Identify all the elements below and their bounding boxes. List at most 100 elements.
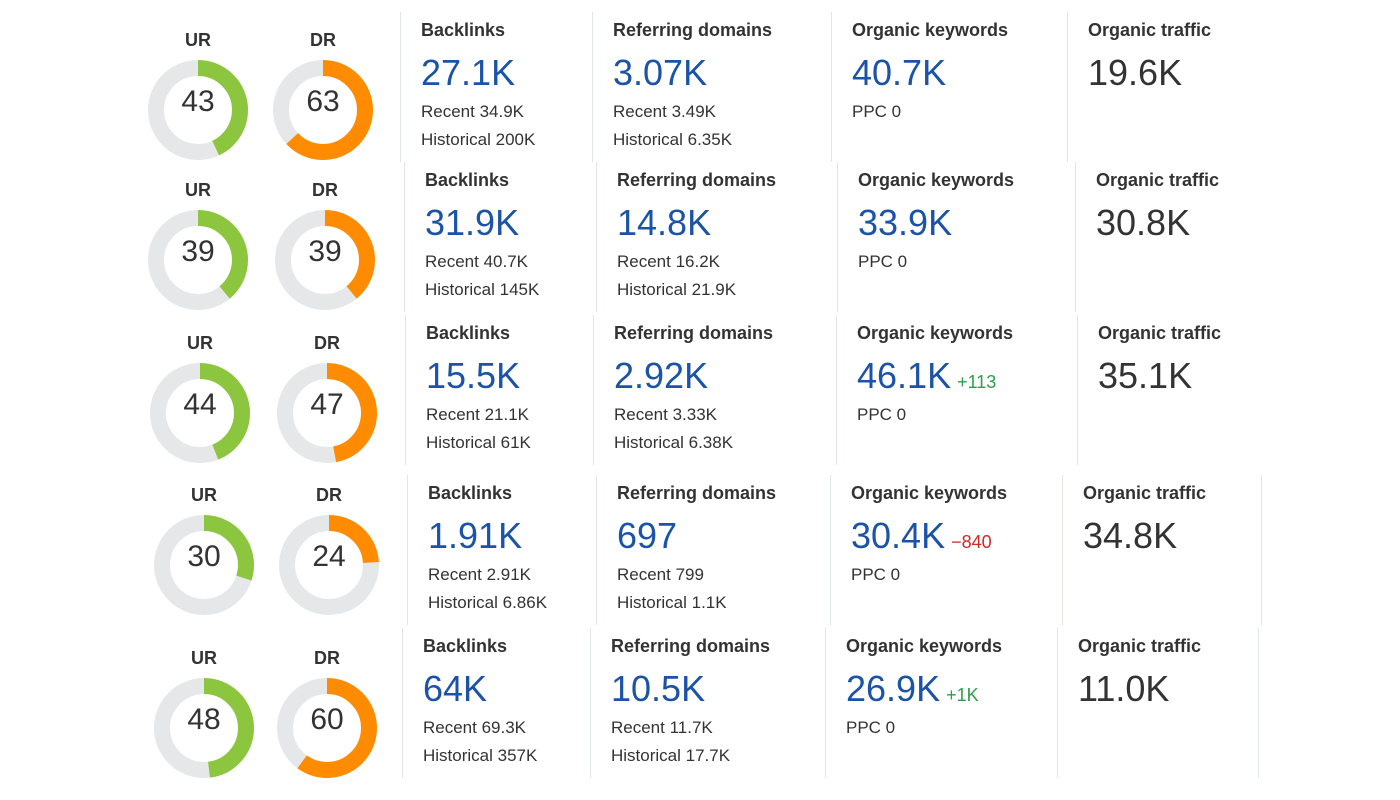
- dr-label: DR: [310, 30, 336, 50]
- organic-keywords-cell: Organic keywords 46.1K +113 PPC 0: [836, 315, 1076, 465]
- organic-keywords-title: Organic keywords: [846, 636, 1003, 656]
- ur-label: UR: [185, 30, 211, 50]
- referring-domains-value[interactable]: 697: [617, 515, 678, 556]
- organic-traffic-value[interactable]: 35.1K: [1098, 355, 1193, 396]
- ur-label: UR: [187, 333, 213, 353]
- ur-value: 44: [183, 388, 217, 421]
- backlinks-value[interactable]: 64K: [423, 668, 488, 709]
- dr-value: 24: [312, 540, 346, 573]
- ur-gauge: UR 43: [146, 30, 256, 170]
- ur-value: 43: [181, 85, 215, 118]
- organic-keywords-value-wrap: 30.4K −840: [851, 515, 992, 557]
- backlinks-value[interactable]: 31.9K: [425, 202, 520, 243]
- organic-keywords-ppc: PPC 0: [851, 565, 901, 584]
- organic-keywords-title: Organic keywords: [852, 20, 1009, 40]
- backlinks-title: Backlinks: [425, 170, 510, 190]
- backlinks-value[interactable]: 27.1K: [421, 52, 516, 93]
- organic-keywords-title: Organic keywords: [857, 323, 1014, 343]
- organic-keywords-value[interactable]: 26.9K: [846, 668, 941, 709]
- backlinks-value[interactable]: 1.91K: [428, 515, 523, 556]
- backlinks-recent: Recent 40.7K: [425, 252, 529, 271]
- backlinks-cell: Backlinks 31.9K Recent 40.7K Historical …: [404, 162, 594, 312]
- organic-keywords-value[interactable]: 46.1K: [857, 355, 952, 396]
- referring-domains-historical: Historical 6.35K: [613, 130, 733, 149]
- backlinks-recent: Recent 69.3K: [423, 718, 527, 737]
- referring-domains-recent: Recent 799: [617, 565, 704, 584]
- referring-domains-recent: Recent 11.7K: [611, 718, 713, 737]
- backlinks-value[interactable]: 15.5K: [426, 355, 521, 396]
- organic-traffic-value[interactable]: 30.8K: [1096, 202, 1191, 243]
- metrics-row-4: UR 30 DR 24 Backlinks 1.91K Recent 2.91K…: [0, 475, 1400, 637]
- organic-keywords-value[interactable]: 30.4K: [851, 515, 946, 556]
- backlinks-recent: Recent 34.9K: [421, 102, 525, 121]
- organic-traffic-cell: Organic traffic 35.1K: [1077, 315, 1257, 465]
- backlinks-title: Backlinks: [423, 636, 508, 656]
- referring-domains-value[interactable]: 2.92K: [614, 355, 709, 396]
- organic-keywords-delta: +1K: [946, 685, 979, 705]
- dr-value: 39: [308, 235, 342, 268]
- dr-value: 63: [306, 85, 340, 118]
- organic-traffic-cell: Organic traffic 11.0K: [1057, 628, 1259, 778]
- backlinks-cell: Backlinks 27.1K Recent 34.9K Historical …: [400, 12, 590, 162]
- organic-keywords-cell: Organic keywords 26.9K +1K PPC 0: [825, 628, 1057, 778]
- referring-domains-cell: Referring domains 14.8K Recent 16.2K His…: [596, 162, 836, 312]
- ur-gauge: UR 30: [152, 485, 262, 625]
- dr-gauge: DR 63: [271, 30, 381, 170]
- dr-ring: [273, 60, 373, 160]
- ur-gauge: UR 48: [152, 648, 262, 788]
- dr-ring: [277, 363, 377, 463]
- organic-keywords-ppc: PPC 0: [852, 102, 902, 121]
- referring-domains-title: Referring domains: [611, 636, 771, 656]
- organic-keywords-value-wrap: 26.9K +1K: [846, 668, 979, 710]
- backlinks-historical: Historical 145K: [425, 280, 540, 299]
- referring-domains-cell: Referring domains 3.07K Recent 3.49K His…: [592, 12, 828, 162]
- ur-label: UR: [191, 485, 217, 505]
- organic-keywords-value-wrap: 40.7K: [852, 52, 952, 94]
- backlinks-historical: Historical 61K: [426, 433, 531, 452]
- ur-value: 39: [181, 235, 215, 268]
- organic-keywords-value-wrap: 33.9K: [858, 202, 958, 244]
- referring-domains-cell: Referring domains 2.92K Recent 3.33K His…: [593, 315, 835, 465]
- organic-keywords-title: Organic keywords: [858, 170, 1015, 190]
- referring-domains-historical: Historical 17.7K: [611, 746, 731, 765]
- ur-label: UR: [185, 180, 211, 200]
- organic-traffic-cell: Organic traffic 30.8K: [1075, 162, 1255, 312]
- organic-keywords-cell: Organic keywords 40.7K PPC 0: [831, 12, 1067, 162]
- organic-traffic-value[interactable]: 34.8K: [1083, 515, 1178, 556]
- backlinks-historical: Historical 357K: [423, 746, 538, 765]
- backlinks-title: Backlinks: [426, 323, 511, 343]
- ur-value: 30: [187, 540, 221, 573]
- backlinks-recent: Recent 21.1K: [426, 405, 530, 424]
- referring-domains-title: Referring domains: [617, 170, 777, 190]
- metrics-row-5: UR 48 DR 60 Backlinks 64K Recent 69.3K H…: [0, 628, 1400, 800]
- backlinks-cell: Backlinks 15.5K Recent 21.1K Historical …: [405, 315, 593, 465]
- ur-ring: [148, 60, 248, 160]
- dr-gauge: DR 39: [273, 180, 383, 320]
- organic-keywords-delta: +113: [957, 372, 997, 392]
- dr-label: DR: [314, 333, 340, 353]
- backlinks-recent: Recent 2.91K: [428, 565, 532, 584]
- dr-gauge: DR 60: [275, 648, 385, 788]
- organic-keywords-value[interactable]: 40.7K: [852, 52, 947, 93]
- referring-domains-value[interactable]: 10.5K: [611, 668, 706, 709]
- referring-domains-value[interactable]: 3.07K: [613, 52, 708, 93]
- referring-domains-value[interactable]: 14.8K: [617, 202, 712, 243]
- organic-keywords-delta: −840: [951, 532, 992, 552]
- backlinks-cell: Backlinks 64K Recent 69.3K Historical 35…: [402, 628, 590, 778]
- dr-gauge: DR 47: [275, 333, 385, 473]
- ur-ring: [154, 678, 254, 778]
- dr-value: 60: [310, 703, 344, 736]
- dr-ring: [279, 515, 379, 615]
- referring-domains-recent: Recent 3.49K: [613, 102, 717, 121]
- organic-traffic-value[interactable]: 11.0K: [1078, 668, 1170, 709]
- organic-keywords-ppc: PPC 0: [846, 718, 896, 737]
- ur-ring: [154, 515, 254, 615]
- referring-domains-title: Referring domains: [617, 483, 777, 503]
- organic-traffic-value[interactable]: 19.6K: [1088, 52, 1183, 93]
- organic-keywords-value[interactable]: 33.9K: [858, 202, 953, 243]
- backlinks-cell: Backlinks 1.91K Recent 2.91K Historical …: [407, 475, 595, 625]
- dr-ring: [275, 210, 375, 310]
- metrics-row-2: UR 39 DR 39 Backlinks 31.9K Recent 40.7K…: [0, 162, 1400, 332]
- backlinks-title: Backlinks: [428, 483, 513, 503]
- referring-domains-recent: Recent 16.2K: [617, 252, 721, 271]
